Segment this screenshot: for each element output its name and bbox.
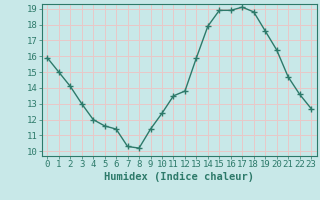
X-axis label: Humidex (Indice chaleur): Humidex (Indice chaleur): [104, 172, 254, 182]
